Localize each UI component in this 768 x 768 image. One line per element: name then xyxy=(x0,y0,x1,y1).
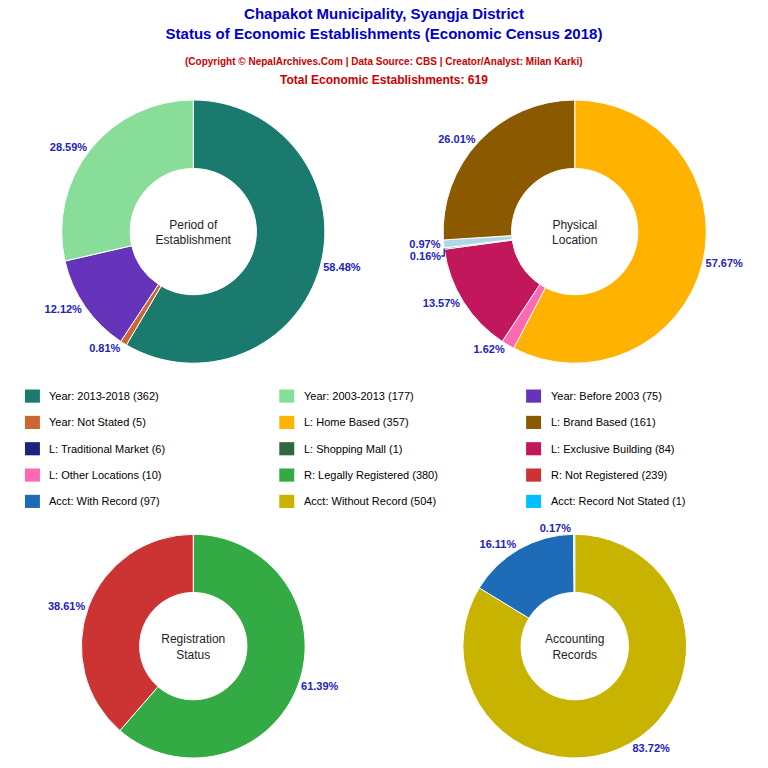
svg-text:L: Home Based (357): L: Home Based (357) xyxy=(304,416,409,428)
svg-text:PhysicalLocation: PhysicalLocation xyxy=(552,218,597,248)
svg-text:L: Brand Based (161): L: Brand Based (161) xyxy=(551,416,656,428)
svg-text:Year: 2003-2013 (177): Year: 2003-2013 (177) xyxy=(304,390,414,402)
svg-text:1.62%: 1.62% xyxy=(473,343,504,355)
svg-text:61.39%: 61.39% xyxy=(301,680,339,692)
svg-text:Chapakot Municipality, Syangja: Chapakot Municipality, Syangja DistrictS… xyxy=(166,5,603,42)
svg-text:0.17%: 0.17% xyxy=(540,522,571,534)
svg-text:AccountingRecords: AccountingRecords xyxy=(545,632,604,662)
svg-text:0.97%: 0.97% xyxy=(409,238,440,250)
svg-text:R: Not Registered (239): R: Not Registered (239) xyxy=(551,469,667,481)
svg-text:83.72%: 83.72% xyxy=(632,742,670,754)
svg-text:12.12%: 12.12% xyxy=(45,303,83,315)
svg-text:R: Legally Registered (380): R: Legally Registered (380) xyxy=(304,469,438,481)
svg-text:Total Economic Establishments:: Total Economic Establishments: 619 xyxy=(280,73,488,87)
svg-text:13.57%: 13.57% xyxy=(423,297,461,309)
svg-text:16.11%: 16.11% xyxy=(480,538,517,550)
svg-text:0.16%: 0.16% xyxy=(410,250,441,262)
svg-text:0.81%: 0.81% xyxy=(89,342,120,354)
svg-text:38.61%: 38.61% xyxy=(48,600,86,612)
svg-text:26.01%: 26.01% xyxy=(438,133,476,145)
svg-text:RegistrationStatus: RegistrationStatus xyxy=(161,632,225,662)
svg-text:Acct: With Record (97): Acct: With Record (97) xyxy=(49,495,160,507)
svg-text:L: Traditional Market (6): L: Traditional Market (6) xyxy=(49,443,165,455)
svg-text:L: Exclusive Building (84): L: Exclusive Building (84) xyxy=(551,443,675,455)
svg-text:28.59%: 28.59% xyxy=(50,141,88,153)
svg-text:L: Other Locations (10): L: Other Locations (10) xyxy=(49,469,162,481)
svg-text:Acct: Record Not Stated (1): Acct: Record Not Stated (1) xyxy=(551,495,686,507)
svg-text:Year: Not Stated (5): Year: Not Stated (5) xyxy=(49,416,146,428)
svg-text:Period ofEstablishment: Period ofEstablishment xyxy=(156,218,232,248)
svg-text:Acct: Without Record (504): Acct: Without Record (504) xyxy=(304,495,436,507)
svg-text:L: Shopping Mall (1): L: Shopping Mall (1) xyxy=(304,443,402,455)
svg-text:(Copyright © NepalArchives.Com: (Copyright © NepalArchives.Com | Data So… xyxy=(185,56,583,67)
svg-text:Year: Before 2003 (75): Year: Before 2003 (75) xyxy=(551,390,662,402)
svg-text:Year: 2013-2018 (362): Year: 2013-2018 (362) xyxy=(49,390,159,402)
svg-text:58.48%: 58.48% xyxy=(323,261,361,273)
svg-text:57.67%: 57.67% xyxy=(706,257,744,269)
